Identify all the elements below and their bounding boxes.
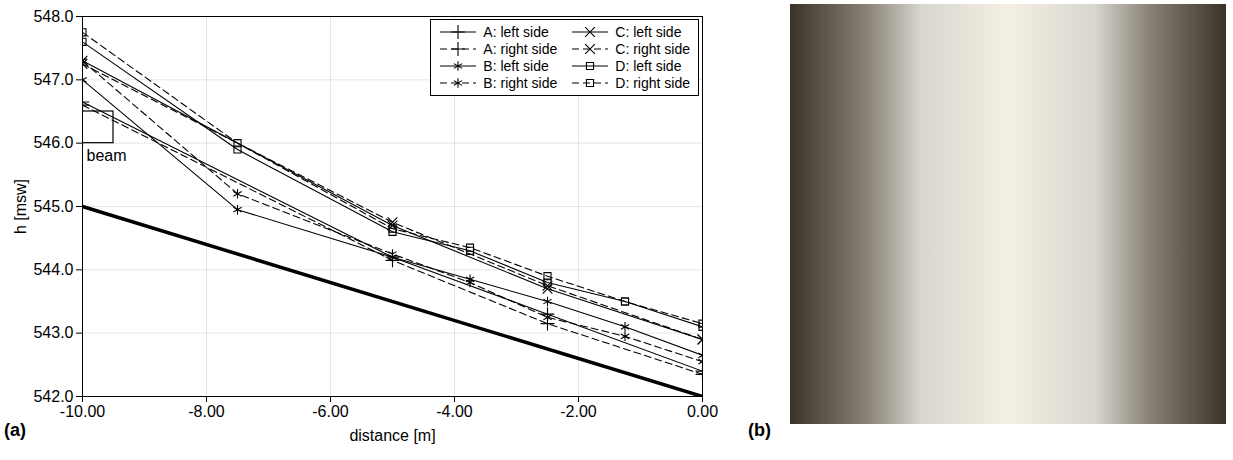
svg-text:542.0: 542.0 — [33, 387, 74, 405]
svg-text:548.0: 548.0 — [33, 8, 73, 25]
svg-text:547.0: 547.0 — [33, 71, 73, 88]
svg-text:543.0: 543.0 — [33, 324, 73, 341]
html-text:C: right side: C: right side — [615, 41, 690, 57]
svg-text:beam: beam — [87, 147, 127, 164]
svg-text:distance [m]: distance [m] — [349, 427, 435, 444]
html-text:(b): (b) — [748, 420, 771, 440]
svg-text:-8.00: -8.00 — [188, 403, 225, 420]
svg-text:545.0: 545.0 — [33, 198, 73, 215]
html-text:A: right side: A: right side — [483, 41, 558, 57]
svg-text:-2.00: -2.00 — [560, 403, 597, 420]
html-text:C: left side: C: left side — [615, 24, 682, 40]
svg-text:0.00: 0.00 — [687, 403, 718, 420]
svg-text:-10.00: -10.00 — [60, 403, 105, 420]
html-text:D: left side: D: left side — [615, 58, 682, 74]
html-text:A: left side: A: left side — [483, 24, 549, 40]
svg-text:546.0: 546.0 — [33, 134, 73, 151]
svg-text:-6.00: -6.00 — [312, 403, 349, 420]
html-text:D: right side: D: right side — [615, 75, 690, 91]
svg-text:-4.00: -4.00 — [436, 403, 473, 420]
svg-text:h [msw]: h [msw] — [12, 179, 29, 234]
svg-text:544.0: 544.0 — [33, 261, 73, 278]
html-text:B: left side: B: left side — [483, 58, 549, 74]
html-text:B: right side: B: right side — [483, 75, 558, 91]
html-text:(a): (a) — [4, 420, 26, 440]
